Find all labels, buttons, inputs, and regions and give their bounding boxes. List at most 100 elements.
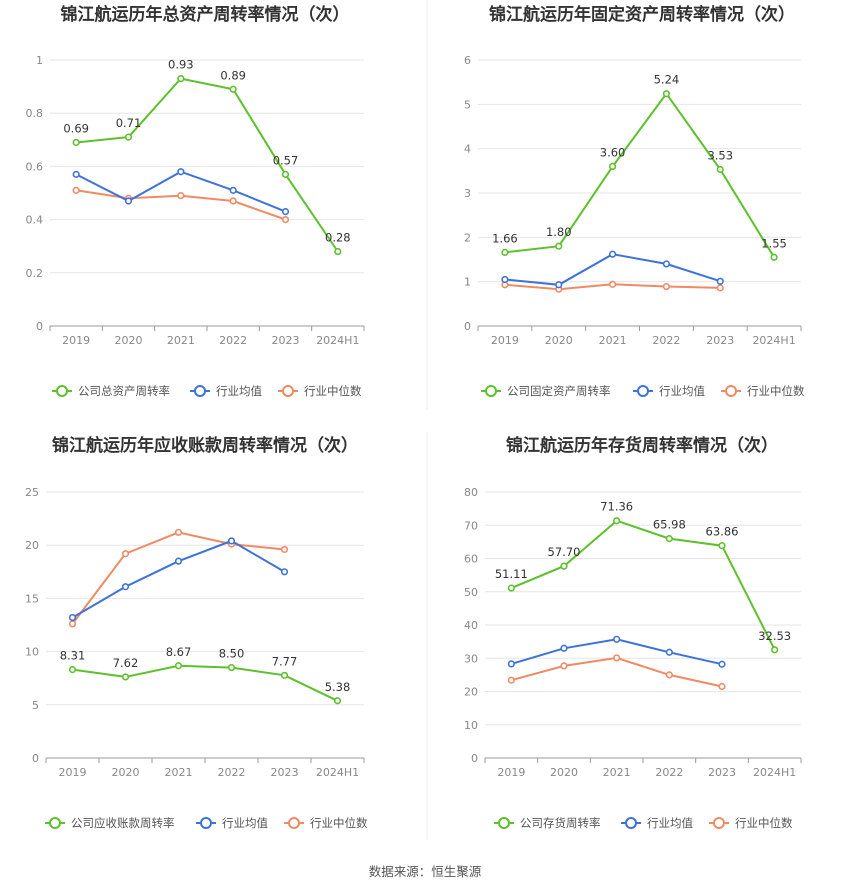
legend-marker [637,385,649,397]
data-point [177,75,185,83]
data-label: 8.31 [60,649,86,663]
data-point [560,662,568,670]
legend-marker [282,385,294,397]
y-tick-label: 0 [36,320,43,333]
y-tick-label: 0 [471,752,478,765]
data-point [72,138,80,147]
x-tick-label: 2022 [652,334,680,347]
data-point [716,277,724,285]
chart-legend: 公司存货周转率 行业均值 行业中位数 [494,816,793,830]
x-tick-label: 2024H1 [753,766,796,779]
legend-label: 公司应收账款周转率 [71,816,175,830]
data-point [280,568,289,576]
legend-item: 行业均值 [621,816,693,830]
data-point [718,682,726,691]
data-source-note: 数据来源：恒生聚源 [369,864,482,879]
legend-label: 行业中位数 [735,816,793,830]
data-point [229,85,237,93]
y-tick-label: 0 [32,752,39,765]
x-tick-label: 2022 [219,334,247,347]
data-point [555,242,563,250]
chart-legend: 公司固定资产周转率 行业均值 行业中位数 [481,384,805,398]
data-label: 7.62 [113,656,139,670]
data-point [501,248,509,257]
y-tick-label: 0 [464,320,471,333]
data-point [281,208,290,216]
data-point [68,665,77,674]
data-label: 65.98 [653,518,686,532]
chart-title: 锦江航运历年总资产周转率情况（次） [61,4,350,25]
series-line-mean [75,170,286,213]
series-line-median [511,656,723,688]
legend-item: 行业均值 [633,384,705,398]
data-point [281,216,290,224]
y-tick-label: 30 [464,652,478,665]
legend-item: 行业中位数 [278,384,362,398]
chart-legend: 公司应收账款周转率 行业均值 行业中位数 [45,816,368,830]
data-point [280,545,289,554]
data-label: 8.50 [219,647,245,661]
legend-marker [56,385,68,397]
y-tick-label: 5 [464,98,471,111]
data-point [229,197,237,205]
data-point [174,557,183,565]
data-point [501,275,509,284]
data-point [174,662,183,670]
chart-panel-3: 锦江航运历年应收账款周转率情况（次） 0 5 10 15 20 25 2019 2020 2021… [25,435,368,830]
data-label: 5.38 [325,680,351,694]
y-tick-label: 4 [464,143,471,156]
data-point [121,673,130,681]
data-label: 1.80 [546,225,572,239]
data-label: 7.77 [272,654,298,668]
data-point [718,660,726,668]
data-point [771,646,779,654]
data-label: 5.24 [654,73,680,87]
legend-label: 行业中位数 [310,816,368,830]
x-tick-label: 2020 [112,766,140,779]
data-point [665,535,673,543]
y-tick-label: 0.6 [26,160,44,173]
chart-title: 锦江航运历年存货周转率情况（次） [506,435,778,456]
data-label: 1.66 [492,231,518,245]
legend-marker [194,385,206,397]
legend-label: 行业中位数 [304,384,362,398]
x-tick-label: 2024H1 [316,766,359,779]
y-tick-label: 15 [25,592,39,605]
data-label: 0.69 [63,121,89,135]
x-tick-label: 2021 [167,334,195,347]
data-label: 63.86 [706,525,739,539]
data-point [334,247,342,256]
x-tick-label: 2019 [491,334,519,347]
data-label: 8.67 [166,645,192,659]
x-tick-label: 2024H1 [752,334,795,347]
data-label: 57.70 [548,545,581,559]
data-label: 32.53 [758,629,791,643]
data-point [121,550,130,558]
y-tick-label: 10 [25,646,39,659]
legend-item: 行业中位数 [284,816,368,830]
x-tick-label: 2020 [550,766,578,779]
data-point [662,90,671,98]
x-tick-label: 2022 [655,766,683,779]
x-tick-label: 2021 [165,766,193,779]
data-point [507,660,515,668]
y-tick-label: 40 [464,619,478,632]
data-point [608,162,617,170]
data-label: 1.55 [761,236,787,250]
x-tick-label: 2023 [706,334,734,347]
x-tick-label: 2022 [218,766,246,779]
x-tick-label: 2021 [599,334,627,347]
legend-item: 行业中位数 [709,816,793,830]
legend-item: 公司存货周转率 [494,816,601,830]
legend-marker [485,385,497,397]
x-tick-label: 2019 [59,766,87,779]
data-label: 3.60 [600,145,626,159]
series-line-median [71,531,285,625]
legend-marker [200,817,212,829]
legend-item: 公司总资产周转率 [52,384,170,398]
data-point [72,186,80,194]
data-point [174,528,183,537]
y-tick-label: 80 [464,486,478,499]
y-tick-label: 20 [25,539,39,552]
data-point [124,133,133,141]
